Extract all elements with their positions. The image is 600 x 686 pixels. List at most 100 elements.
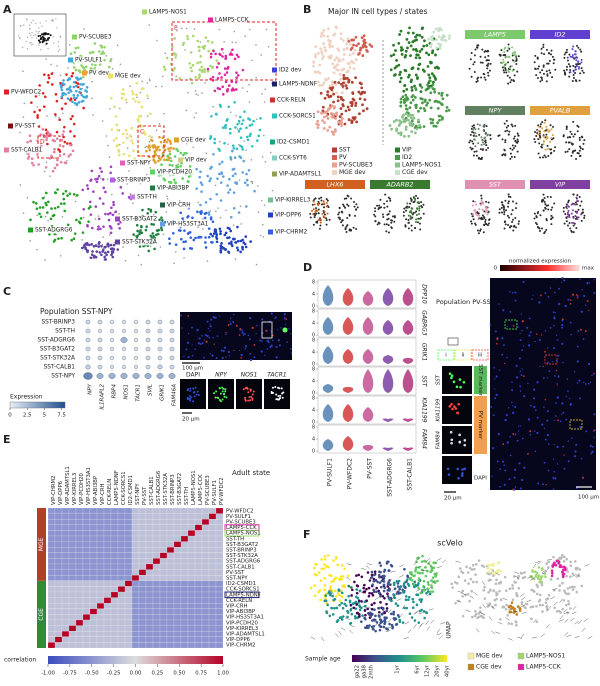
cell-point — [332, 106, 336, 110]
cell-point — [340, 112, 344, 116]
cell-point — [473, 150, 476, 153]
cell-point — [312, 213, 315, 216]
nucleus — [270, 312, 273, 315]
nucleus — [514, 486, 517, 488]
cell-point — [216, 177, 219, 180]
cell-point — [542, 72, 545, 75]
cell-point — [239, 239, 243, 243]
cell-point — [533, 217, 536, 220]
cell-point — [198, 75, 201, 78]
cell-point — [23, 102, 26, 105]
violin — [97, 346, 103, 352]
cluster-swatch — [178, 157, 183, 163]
cell-point — [553, 202, 556, 205]
cell-point — [463, 579, 467, 582]
cell-point — [550, 128, 553, 131]
nucleus — [225, 356, 227, 358]
cell-point — [409, 44, 413, 48]
violin — [322, 346, 334, 364]
heatmap-cell — [194, 575, 203, 581]
cell-point — [57, 50, 59, 52]
y-tick-label: 8 — [312, 280, 315, 286]
cell-point — [407, 219, 410, 222]
cell-point — [469, 58, 472, 61]
cell-point — [215, 233, 219, 237]
cell-point — [53, 206, 57, 210]
heatmap-cell — [47, 541, 56, 548]
nucleus — [521, 368, 523, 370]
marker-bar — [474, 396, 487, 454]
cell-point — [116, 143, 120, 147]
cell-point — [214, 184, 217, 187]
cell-point — [474, 128, 477, 131]
cell-point — [550, 53, 553, 56]
cell-point — [235, 76, 238, 80]
heatmap-cell — [208, 558, 217, 565]
nucleus — [529, 430, 532, 433]
heatmap-cell — [173, 591, 182, 598]
cell-point — [340, 68, 344, 72]
cell-point — [347, 204, 350, 207]
cell-point — [30, 34, 32, 36]
nucleus — [274, 316, 277, 319]
cell-point — [541, 200, 544, 203]
heatmap-cell — [124, 552, 133, 559]
violin — [110, 338, 114, 342]
violin — [145, 319, 151, 325]
cell-point — [340, 119, 343, 123]
cell-point — [477, 157, 480, 160]
cell-point — [255, 139, 259, 142]
nucleus — [506, 441, 509, 444]
cell-point — [411, 213, 414, 216]
cell-point — [504, 67, 507, 70]
cell-point — [512, 229, 515, 232]
nucleus — [512, 432, 515, 435]
heatmap-cell — [187, 541, 196, 548]
cell-point — [195, 393, 198, 396]
cell-point — [343, 205, 346, 208]
cell-point — [192, 146, 194, 149]
cell-point — [339, 78, 342, 81]
cell-point — [454, 601, 457, 605]
heatmap-cell — [68, 586, 77, 593]
cell-point — [510, 78, 513, 81]
cell-point — [221, 386, 224, 389]
cell-point — [407, 31, 410, 35]
gene-label-bar — [530, 106, 590, 115]
cell-point — [565, 128, 568, 131]
heatmap-cell — [61, 636, 70, 643]
cell-point — [473, 70, 476, 73]
cell-point — [332, 112, 336, 116]
cell-point — [400, 52, 404, 56]
nucleus — [251, 326, 254, 330]
cell-point — [204, 201, 208, 204]
nucleus — [533, 388, 536, 391]
cell-point — [354, 101, 358, 105]
heatmap-cell — [47, 597, 56, 604]
cell-point — [447, 37, 451, 40]
cell-point — [410, 224, 413, 227]
heatmap-cell — [54, 519, 63, 525]
cell-point — [580, 219, 583, 222]
cell-point — [199, 203, 202, 207]
violin — [322, 404, 334, 422]
cell-point — [503, 51, 506, 54]
cell-point — [62, 152, 66, 156]
cell-point — [575, 44, 578, 47]
cell-point — [73, 232, 77, 235]
cell-point — [414, 104, 418, 107]
cell-point — [450, 441, 453, 445]
heatmap-cell — [75, 563, 84, 570]
nucleus — [563, 454, 565, 456]
cell-point — [239, 136, 243, 139]
cell-point — [540, 583, 544, 587]
cell-point — [97, 50, 101, 53]
cell-point — [566, 211, 569, 214]
heatmap-cell — [68, 524, 77, 531]
nucleus — [520, 478, 524, 482]
violin — [157, 364, 163, 370]
cell-point — [252, 119, 255, 123]
heatmap-cell — [47, 591, 56, 598]
nucleus — [569, 321, 572, 324]
heatmap-cell — [152, 614, 161, 621]
